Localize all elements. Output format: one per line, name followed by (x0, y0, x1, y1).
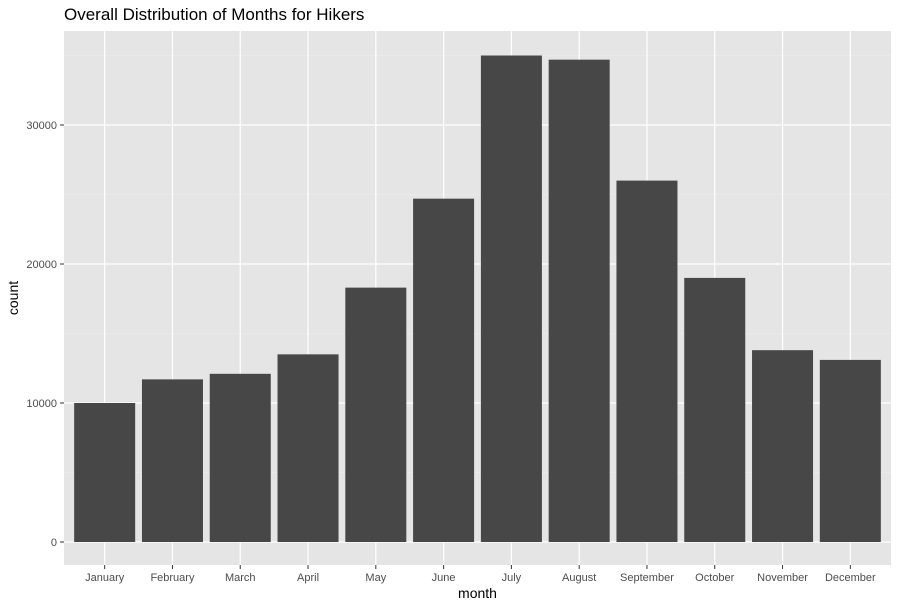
bar-december (819, 359, 881, 542)
chart-title: Overall Distribution of Months for Hiker… (64, 5, 364, 24)
x-axis: January February March April May June July Augu… (85, 565, 876, 584)
x-axis-title: month (458, 585, 497, 601)
x-tick-label-december: December (825, 572, 876, 584)
bar-january (74, 403, 136, 542)
x-tick-label-october: October (695, 572, 734, 584)
x-tick-label-july: July (502, 572, 522, 584)
y-tick-label: 10000 (26, 398, 57, 410)
bar-march (209, 373, 271, 542)
bar-february (141, 379, 203, 542)
bar-october (684, 277, 746, 542)
bar-september (616, 180, 678, 542)
y-axis-title: count (5, 281, 21, 315)
bar-july (480, 55, 542, 542)
bars (74, 55, 881, 543)
x-tick-label-june: June (432, 572, 456, 584)
bar-may (345, 287, 407, 542)
x-tick-label-august: August (562, 572, 596, 584)
y-tick-label: 0 (51, 537, 57, 549)
bar-november (752, 350, 814, 542)
x-tick-label-march: March (225, 572, 256, 584)
x-tick-label-september: September (620, 572, 674, 584)
x-tick-label-january: January (85, 572, 125, 584)
bar-april (277, 354, 339, 542)
y-tick-label: 20000 (26, 259, 57, 271)
bar-august (548, 59, 610, 543)
bar-june (413, 198, 475, 543)
y-axis: 0 10000 20000 30000 (26, 120, 64, 549)
x-tick-label-november: November (757, 572, 808, 584)
x-tick-label-may: May (365, 572, 386, 584)
y-tick-label: 30000 (26, 120, 57, 132)
x-tick-label-february: February (150, 572, 195, 584)
x-tick-label-april: April (297, 572, 319, 584)
